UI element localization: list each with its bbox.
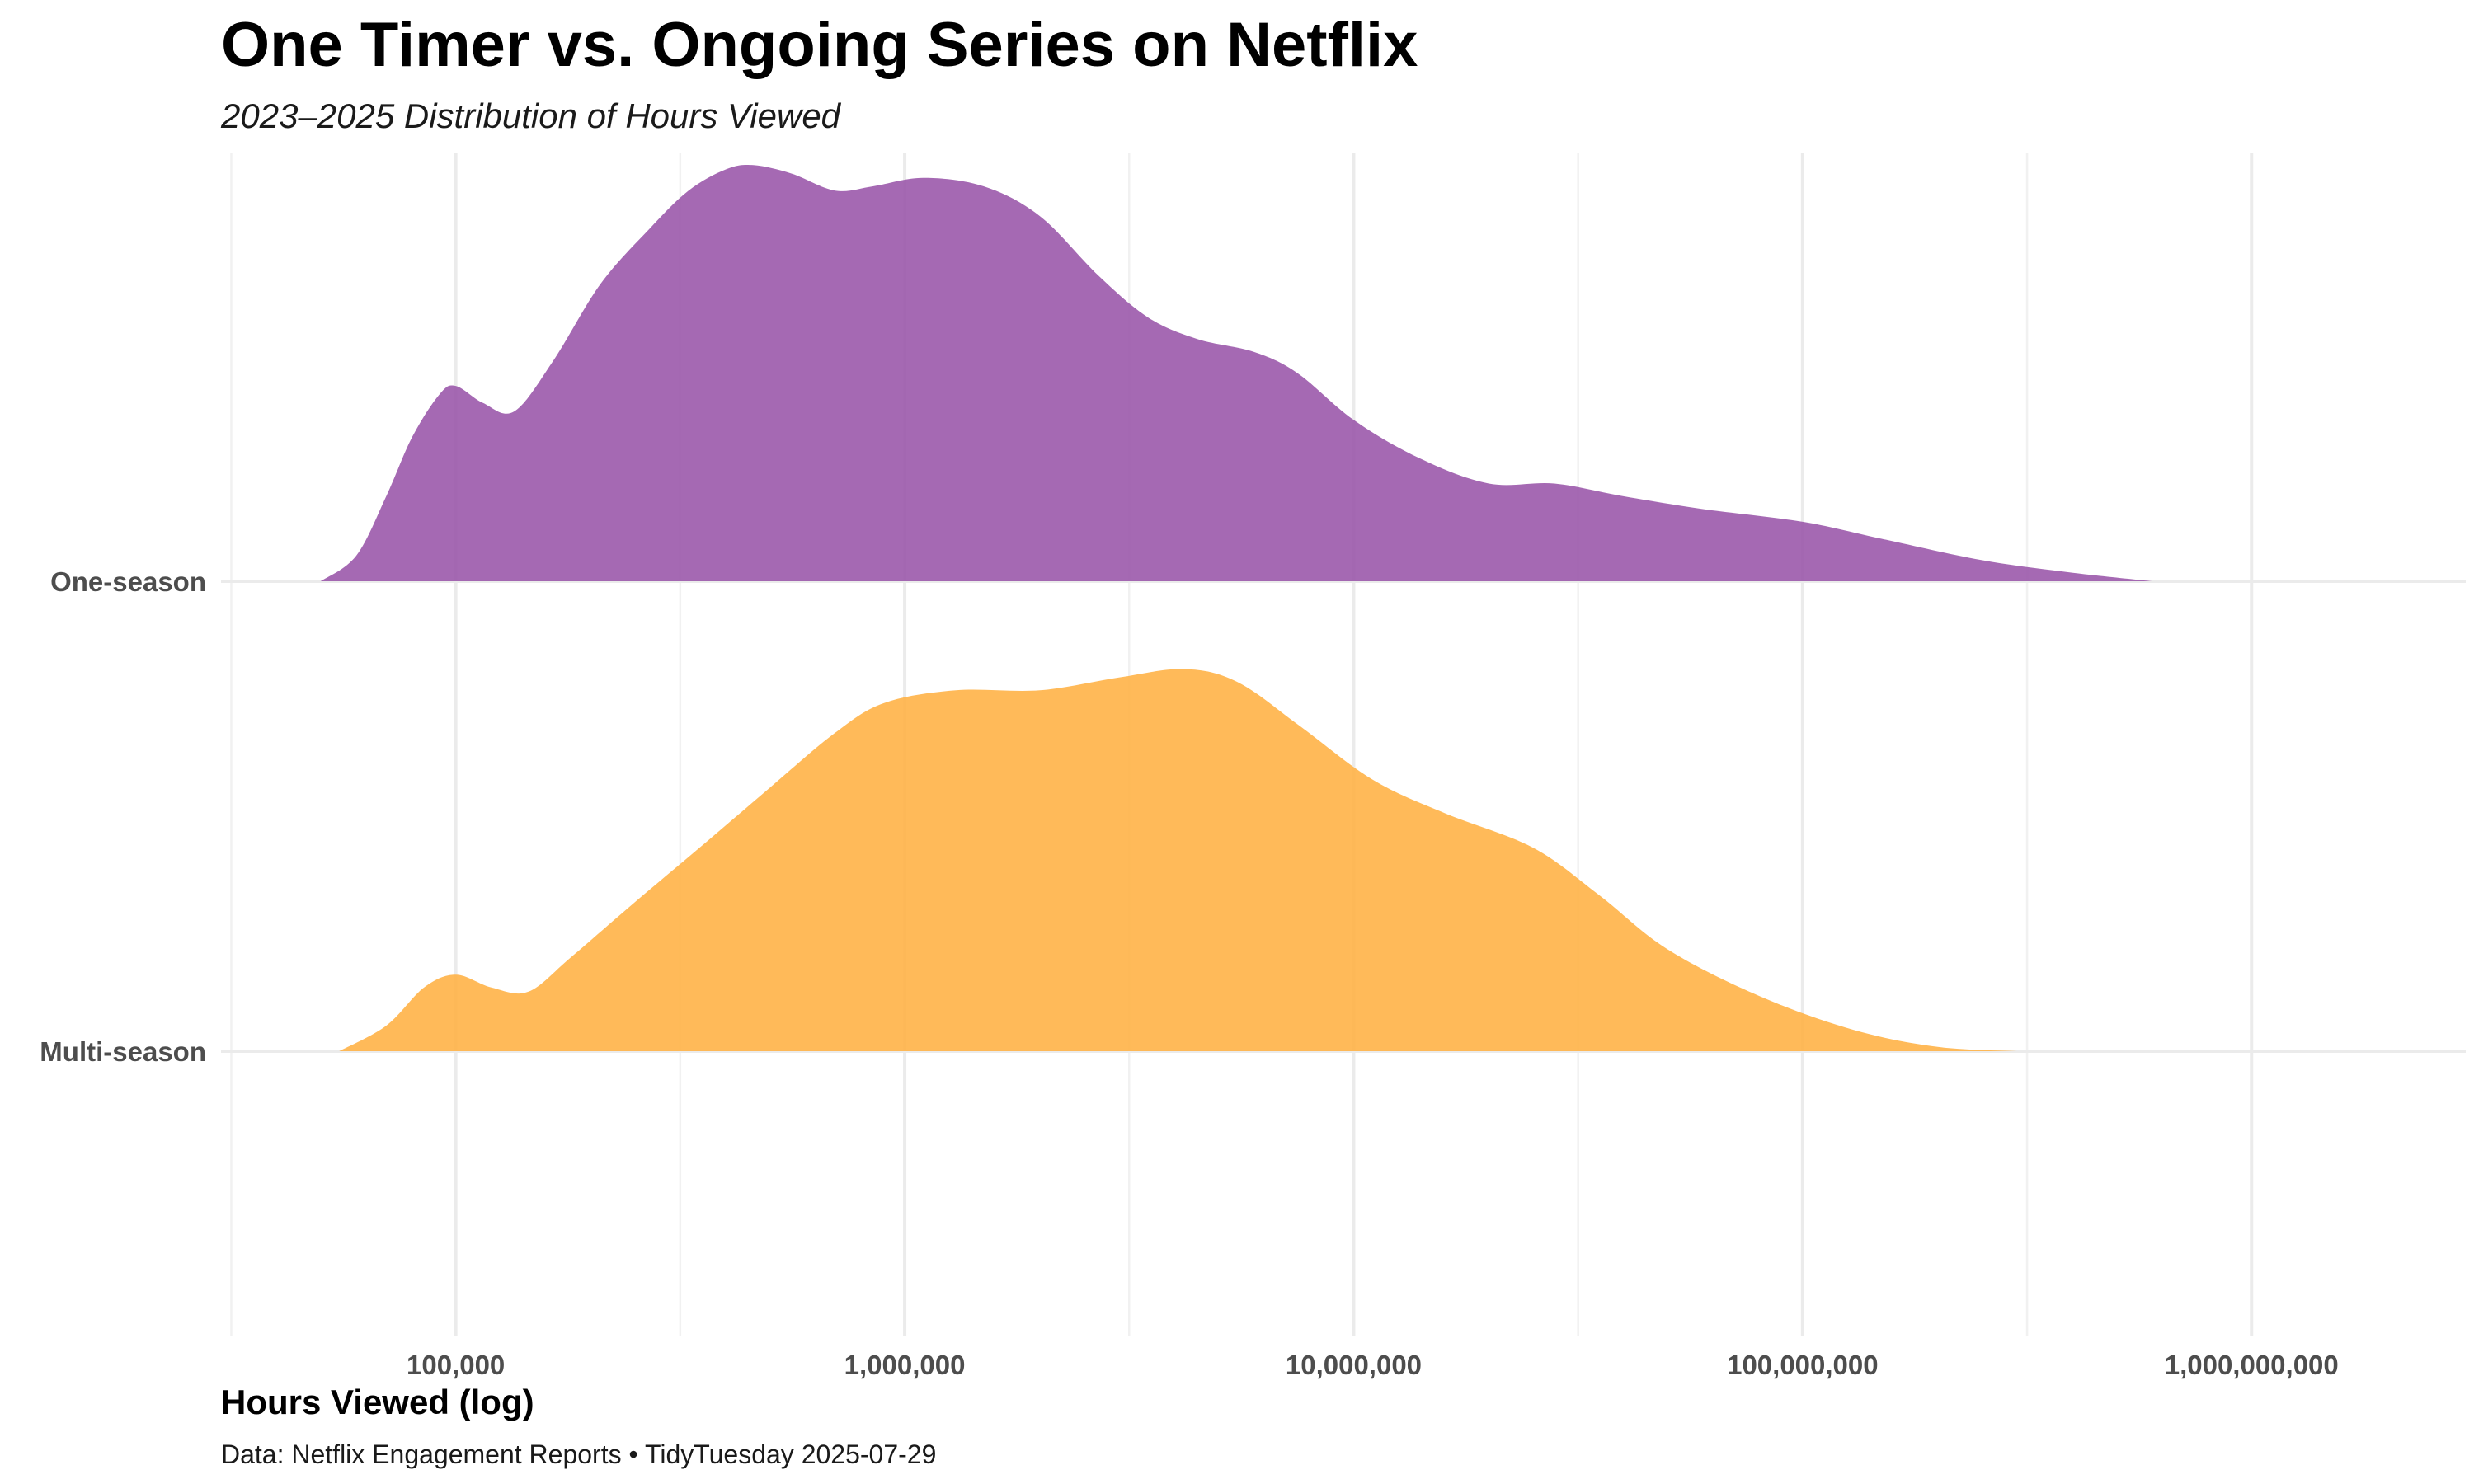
y-tick-label: One-season: [50, 566, 206, 597]
x-tick-label: 1,000,000: [844, 1350, 966, 1380]
x-axis-label: Hours Viewed (log): [221, 1383, 534, 1421]
density-ridge-one-season: [320, 164, 2152, 581]
x-axis: 100,000 1,000,000 10,000,000 100,000,000 1,0…: [407, 1350, 2339, 1380]
x-tick-label: 100,000: [407, 1350, 505, 1380]
chart-caption: Data: Netflix Engagement Reports • TidyT…: [221, 1439, 936, 1469]
density-ridge-multi-season: [339, 669, 2017, 1051]
y-axis: One-season Multi-season: [40, 566, 206, 1067]
density-ridges: [320, 164, 2152, 1051]
y-tick-label: Multi-season: [40, 1036, 206, 1067]
grid: [221, 153, 2466, 1336]
x-tick-label: 100,000,000: [1727, 1350, 1879, 1380]
x-tick-label: 10,000,000: [1286, 1350, 1422, 1380]
chart-subtitle: 2023–2025 Distribution of Hours Viewed: [220, 96, 842, 135]
chart-title: One Timer vs. Ongoing Series on Netflix: [221, 10, 1418, 80]
x-tick-label: 1,000,000,000: [2165, 1350, 2339, 1380]
